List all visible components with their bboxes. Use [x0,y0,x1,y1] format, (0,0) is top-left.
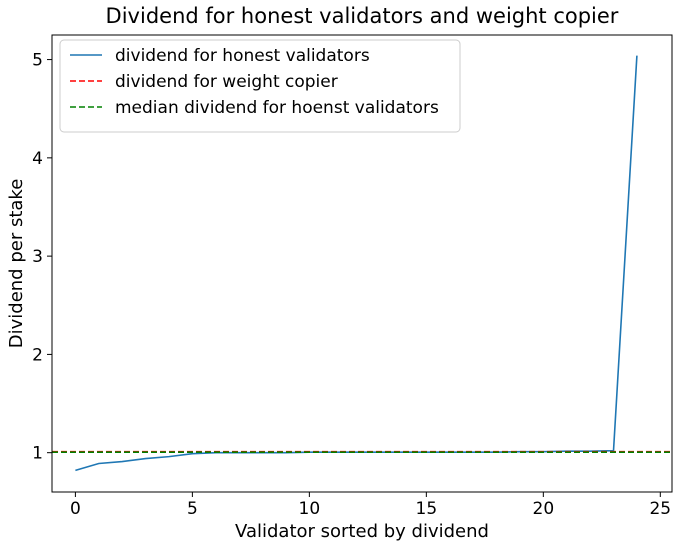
legend-label-0: dividend for honest validators [115,46,370,66]
y-tick-label: 5 [32,51,43,71]
x-tick-label: 20 [533,499,555,519]
y-tick-label: 4 [32,149,43,169]
x-tick-label: 0 [70,499,81,519]
y-tick-label: 3 [32,247,43,267]
x-tick-label: 15 [416,499,438,519]
legend-label-1: dividend for weight copier [115,72,338,92]
x-axis-label: Validator sorted by dividend [235,521,489,542]
x-tick-label: 5 [187,499,198,519]
legend-box [59,39,461,133]
y-tick-label: 2 [32,345,43,365]
legend-label-2: median dividend for hoenst validators [115,98,439,118]
plot-frame [51,34,673,493]
chart-title: Dividend for honest validators and weigh… [106,4,619,28]
y-tick-label: 1 [32,444,43,464]
plot-lines [52,55,672,472]
y-ticks: 1 2 3 4 5 [32,51,52,464]
y-axis-label: Dividend per stake [6,179,27,349]
x-tick-label: 25 [649,499,671,519]
x-tick-label: 10 [299,499,321,519]
legend: dividend for honest validators dividend f… [59,39,461,133]
x-ticks: 0 5 10 15 20 25 [70,492,671,519]
